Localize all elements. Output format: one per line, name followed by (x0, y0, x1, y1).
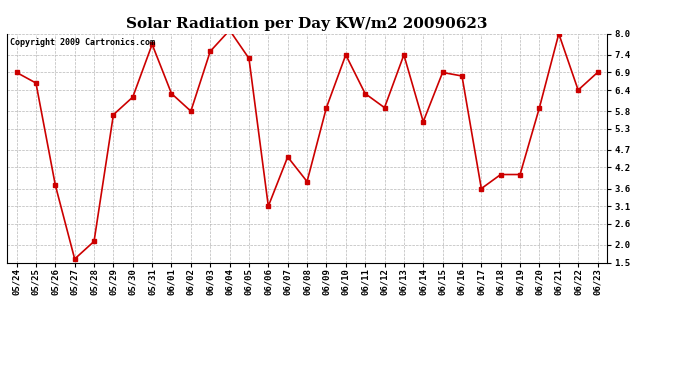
Title: Solar Radiation per Day KW/m2 20090623: Solar Radiation per Day KW/m2 20090623 (126, 17, 488, 31)
Text: Copyright 2009 Cartronics.com: Copyright 2009 Cartronics.com (10, 38, 155, 47)
